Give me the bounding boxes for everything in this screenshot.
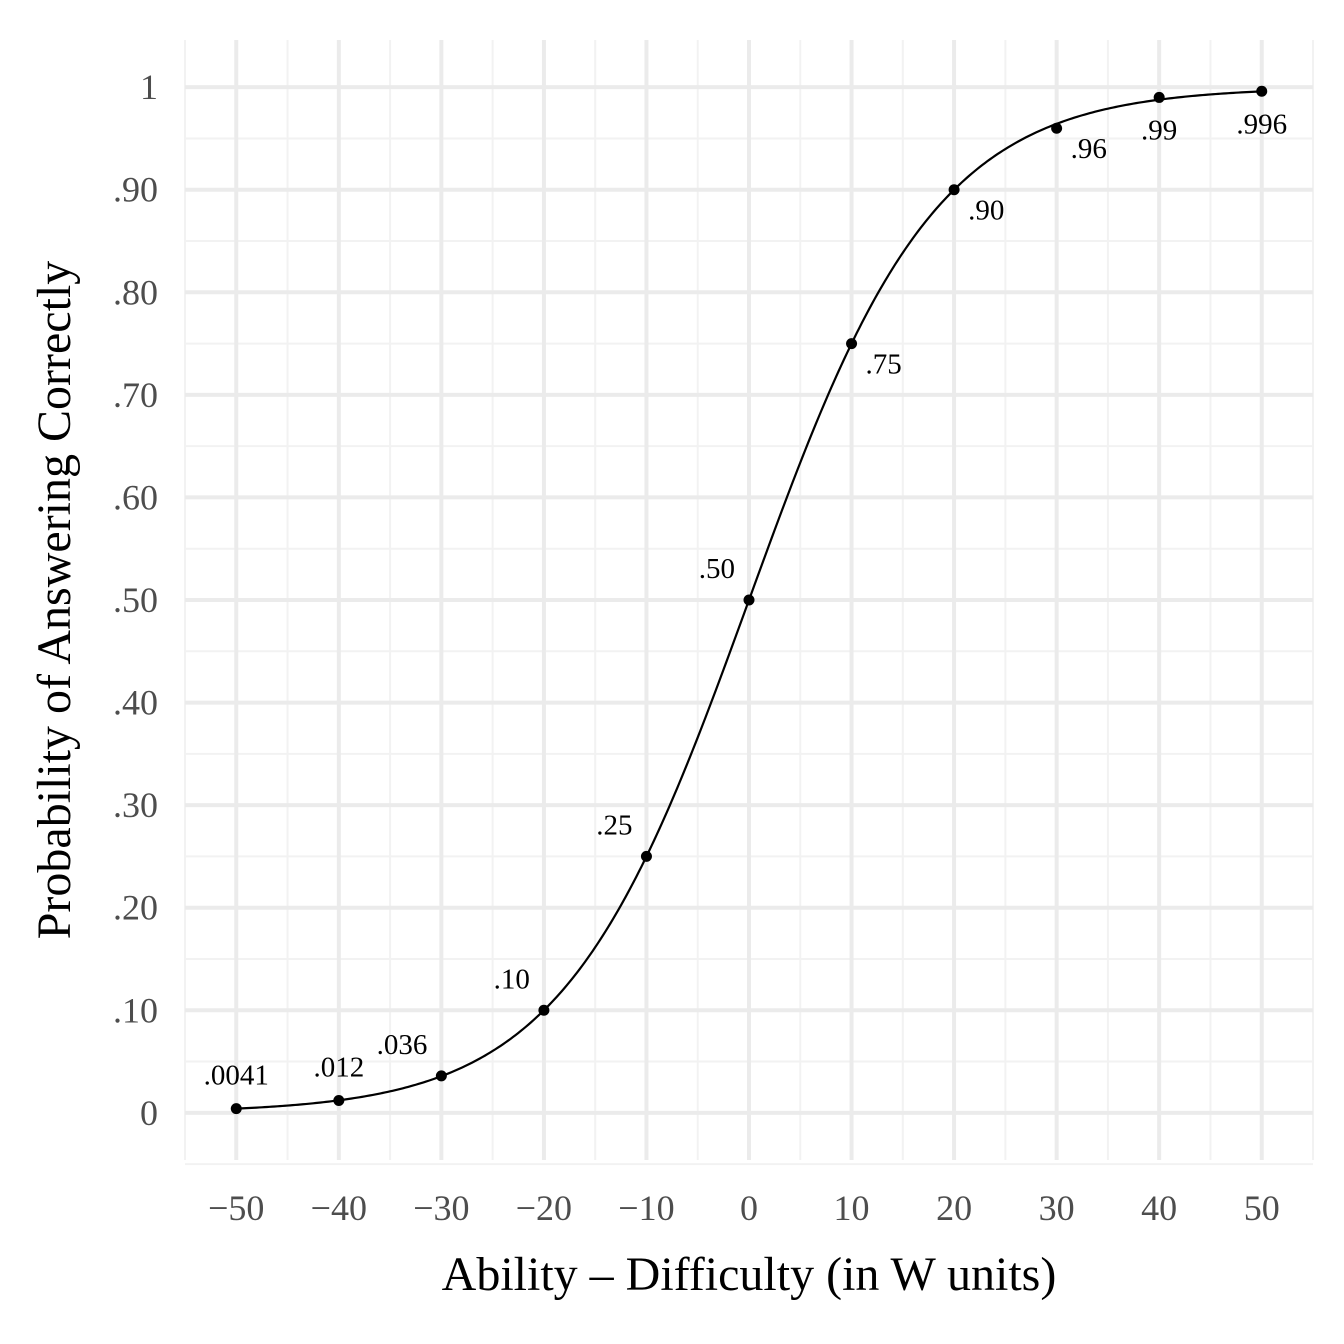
data-label: .75 xyxy=(866,349,902,381)
y-tick-label: .30 xyxy=(113,785,158,825)
y-axis-ticks: 0 .10 .20 .30 .40 .50 .60 .70 .80 .90 1 xyxy=(113,67,158,1133)
data-label: .99 xyxy=(1141,114,1177,146)
data-points xyxy=(230,85,1268,1115)
data-label: .96 xyxy=(1071,133,1107,165)
data-labels: .0041 .012 .036 .10 .25 .50 .75 .90 .96 .99 .996 xyxy=(204,108,1287,1091)
data-point xyxy=(538,1004,550,1016)
y-tick-label: .70 xyxy=(113,375,158,415)
x-tick-label: −30 xyxy=(413,1188,469,1228)
y-tick-label: .40 xyxy=(113,683,158,723)
data-label: .0041 xyxy=(204,1060,269,1092)
y-tick-label: .50 xyxy=(113,580,158,620)
y-axis-title: Probability of Answering Correctly xyxy=(28,261,81,940)
data-point xyxy=(640,850,652,862)
data-point xyxy=(846,338,858,350)
data-label: .036 xyxy=(377,1029,428,1061)
y-tick-label: .10 xyxy=(113,990,158,1030)
x-axis-ticks: −50 −40 −30 −20 −10 0 10 20 30 40 50 xyxy=(208,1188,1280,1228)
y-tick-label: .80 xyxy=(113,272,158,312)
y-tick-label: .20 xyxy=(113,888,158,928)
y-tick-label: .90 xyxy=(113,170,158,210)
data-label: .012 xyxy=(313,1052,364,1084)
y-tick-label: 0 xyxy=(140,1093,158,1133)
x-tick-label: −50 xyxy=(208,1188,264,1228)
x-tick-label: 0 xyxy=(740,1188,758,1228)
major-gridlines xyxy=(185,40,1313,1160)
x-tick-label: −40 xyxy=(311,1188,367,1228)
data-point xyxy=(435,1070,447,1082)
x-tick-label: 10 xyxy=(834,1188,870,1228)
data-point xyxy=(230,1103,242,1115)
x-tick-label: 20 xyxy=(936,1188,972,1228)
data-label: .996 xyxy=(1236,108,1287,140)
data-label: .50 xyxy=(699,553,735,585)
data-label: .25 xyxy=(596,809,632,841)
data-point xyxy=(1051,122,1063,134)
data-point xyxy=(1153,91,1165,103)
x-tick-label: 50 xyxy=(1244,1188,1280,1228)
x-axis-title: Ability – Difficulty (in W units) xyxy=(442,1248,1057,1301)
y-tick-label: 1 xyxy=(140,67,158,107)
data-point xyxy=(1256,85,1268,97)
data-point xyxy=(333,1095,345,1107)
data-label: .10 xyxy=(494,963,530,995)
data-point xyxy=(948,184,960,196)
data-point xyxy=(743,594,755,606)
y-tick-label: .60 xyxy=(113,477,158,517)
x-tick-label: −20 xyxy=(516,1188,572,1228)
x-tick-label: 30 xyxy=(1039,1188,1075,1228)
x-tick-label: 40 xyxy=(1141,1188,1177,1228)
x-tick-label: −10 xyxy=(618,1188,674,1228)
data-label: .90 xyxy=(968,195,1004,227)
